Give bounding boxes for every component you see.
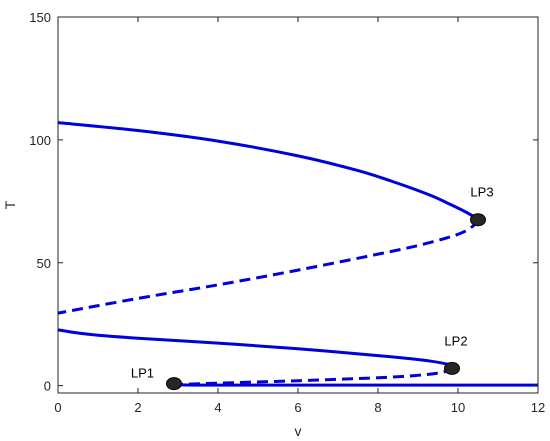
y-tick-label: 150 [29,10,51,25]
limit-point-label-lp3: LP3 [470,185,493,200]
y-tick-label: 50 [37,256,51,271]
stable-branch-5 [173,382,538,387]
curve-group [57,121,538,387]
y-axis-ticks: 0 50 100 150 [29,10,538,394]
stable-branch-1 [57,121,480,221]
x-tick-label: 0 [54,400,61,415]
x-tick-label: 6 [294,400,301,415]
y-tick-label: 0 [44,379,51,394]
plot-area [57,16,539,394]
y-axis-label: T [2,200,18,209]
limit-point-label-lp1: LP1 [131,366,154,381]
x-axis-ticks: 0 2 4 6 8 10 12 [54,17,545,415]
limit-point-group: LP1 LP2 LP3 [131,185,494,391]
limit-point-marker-lp2 [444,361,460,375]
limit-point-label-lp2: LP2 [444,333,467,348]
x-tick-label: 2 [134,400,141,415]
limit-point-marker-lp3 [470,213,486,227]
unstable-branch-2 [57,219,480,315]
x-tick-label: 10 [451,400,465,415]
x-tick-label: 8 [374,400,381,415]
stable-branch-3 [57,328,456,370]
limit-point-marker-lp1 [166,377,182,391]
x-tick-label: 4 [214,400,221,415]
x-tick-label: 12 [531,400,545,415]
x-axis-label: v [295,423,302,439]
y-tick-label: 100 [29,133,51,148]
